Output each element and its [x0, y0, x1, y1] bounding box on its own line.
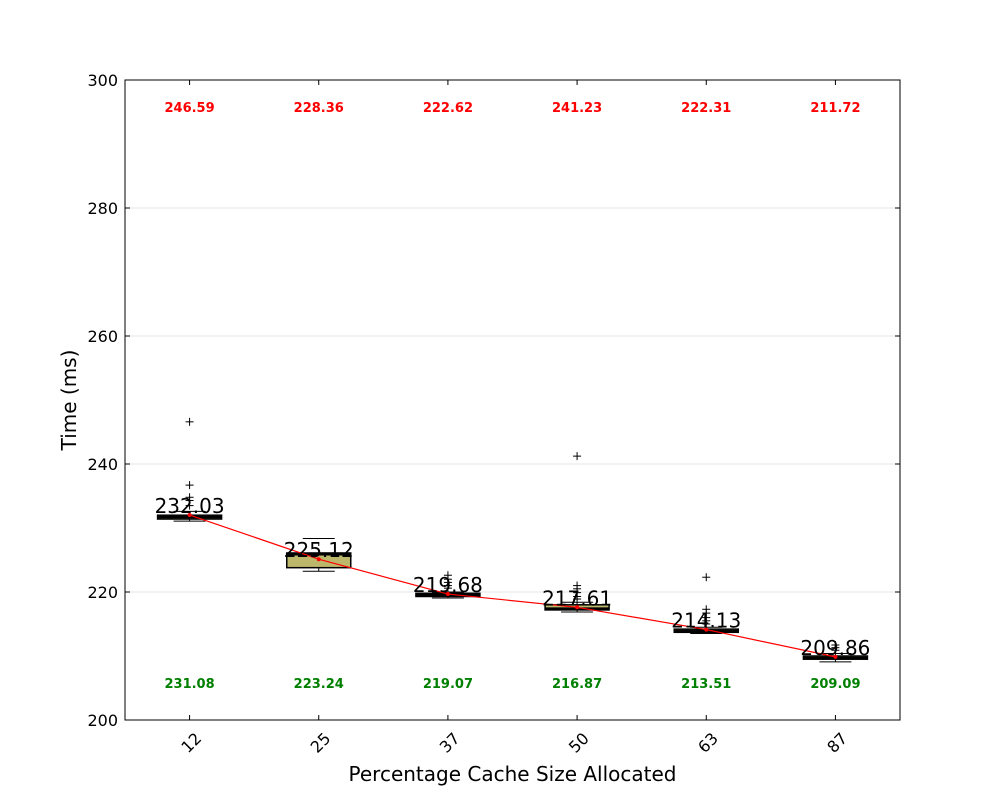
x-tick-label: 12	[177, 729, 205, 757]
plot-frame	[124, 79, 901, 721]
outlier-marker	[185, 417, 194, 426]
max-value-label: 222.62	[423, 101, 473, 116]
min-value-label: 213.51	[681, 677, 731, 692]
y-tick-label: 260	[87, 327, 118, 346]
min-value-label: 219.07	[423, 677, 473, 692]
min-value-label: 231.08	[164, 677, 214, 692]
min-value-label: 223.24	[294, 677, 344, 692]
x-tick-label: 25	[307, 729, 335, 757]
max-value-label: 246.59	[164, 101, 214, 116]
min-value-label: 209.09	[810, 677, 860, 692]
mean-point	[445, 592, 450, 597]
max-value-label: 222.31	[681, 101, 731, 116]
labels-layer: 246.59 231.08 232.03 228.36 223.24 225.12 222.…	[155, 101, 871, 692]
mean-value-label: 225.12	[284, 538, 354, 562]
outlier-marker	[443, 584, 452, 593]
mean-value-label: 219.68	[413, 573, 483, 597]
max-value-label: 241.23	[552, 101, 602, 116]
x-axis-title: Percentage Cache Size Allocated	[349, 762, 677, 786]
boxes-layer	[156, 417, 869, 663]
mean-point	[575, 605, 580, 610]
y-tick-label: 240	[87, 455, 118, 474]
mean-value-label: 232.03	[155, 494, 225, 518]
outlier-marker	[185, 481, 194, 490]
y-axis-title: Time (ms)	[57, 350, 81, 452]
mean-line	[189, 514, 836, 658]
grid-layer	[125, 79, 900, 721]
y-tick-label: 200	[87, 711, 118, 730]
outlier-marker	[185, 501, 194, 510]
max-value-label: 211.72	[810, 101, 860, 116]
max-value-label: 228.36	[294, 101, 344, 116]
x-tick-label: 87	[823, 729, 851, 757]
outlier-marker	[702, 573, 711, 582]
y-tick-label: 300	[87, 71, 118, 90]
min-value-label: 216.87	[552, 677, 602, 692]
mean-value-label: 217.61	[542, 586, 612, 610]
mean-value-label: 209.86	[800, 636, 870, 660]
outlier-marker	[831, 646, 840, 655]
y-tick-label: 280	[87, 199, 118, 218]
x-tick-label: 50	[565, 729, 593, 757]
mean-value-label: 214.13	[671, 609, 741, 633]
x-tick-label: 63	[694, 729, 722, 757]
mean-line-layer	[187, 513, 838, 659]
x-tick-label: 37	[436, 729, 464, 757]
outlier-marker	[573, 452, 582, 461]
outlier-marker	[573, 595, 582, 604]
y-tick-label: 220	[87, 583, 118, 602]
mean-point	[833, 654, 838, 659]
axes-layer: 200 220 240 260 280 300 12 25 37 50 63 87	[87, 71, 900, 757]
mean-point	[187, 513, 192, 518]
outlier-marker	[702, 620, 711, 628]
mean-point	[316, 557, 321, 562]
mean-point	[704, 627, 709, 632]
